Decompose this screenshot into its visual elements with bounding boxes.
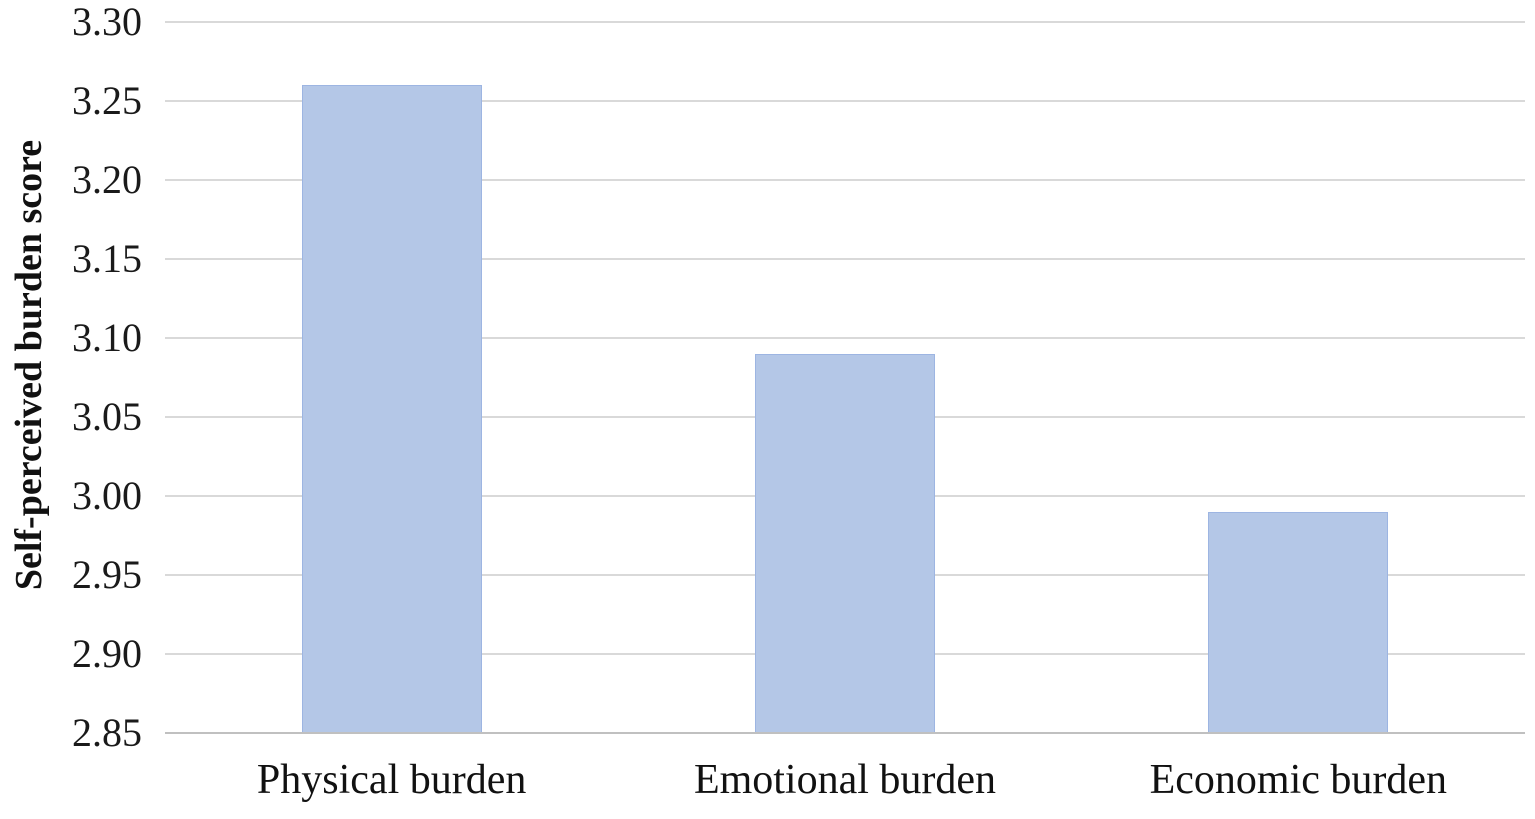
gridline [165,100,1525,102]
gridline [165,179,1525,181]
y-tick-label: 2.95 [72,552,142,597]
y-tick-label: 3.15 [72,236,142,281]
y-tick-label: 2.90 [72,631,142,676]
x-category-label: Emotional burden [693,757,997,803]
bar-emotional-burden [755,353,935,733]
gridline [165,258,1525,260]
x-category-label: Physical burden [256,757,527,803]
y-tick-label: 2.85 [72,710,142,755]
bar-physical-burden [301,85,482,733]
gridline [165,337,1525,339]
y-tick-label: 3.05 [72,394,142,439]
y-tick-label: 3.00 [72,473,142,518]
y-tick-label: 3.30 [72,0,142,44]
gridline [165,21,1525,23]
y-tick-label: 3.25 [72,78,142,123]
y-tick-label: 3.10 [72,315,142,360]
y-tick-label: 3.20 [72,157,142,202]
bar-economic-burden [1208,511,1389,733]
x-axis-line [165,732,1525,734]
x-category-label: Economic burden [1149,757,1448,803]
